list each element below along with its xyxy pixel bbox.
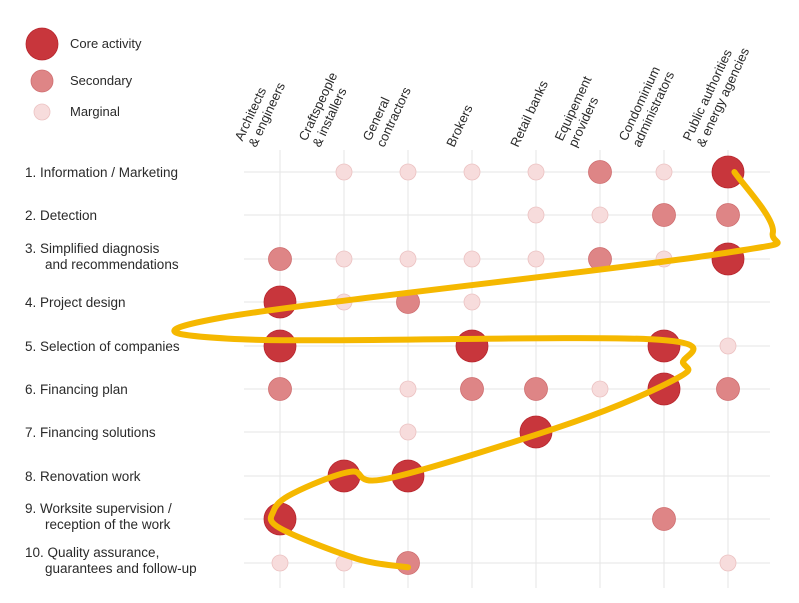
bubble-secondary-row10-col3 [396,551,420,575]
row-label-3-line1: 3. Simplified diagnosis [25,241,160,256]
bubble-secondary-row6-col5 [524,377,548,401]
row-label-9-line2: reception of the work [45,517,171,532]
column-label-brokers: Brokers [443,102,476,149]
bubble-marginal-row1-col7 [655,163,673,181]
bubble-secondary-row1-col6 [588,160,612,184]
row-label-10-line2: guarantees and follow-up [45,561,197,576]
bubble-marginal-row6-col6 [591,380,609,398]
path-line-layer [171,169,781,571]
bubble-core-row5-col1 [263,329,297,363]
legend-swatch-marginal [33,103,51,121]
bubble-marginal-row5-col8 [719,337,737,355]
bubble-marginal-row3-col5 [527,250,545,268]
legend-label-core: Core activity [70,36,142,51]
bubbles [263,155,745,575]
legend-label-secondary: Secondary [70,73,133,88]
bubble-marginal-row10-col1 [271,554,289,572]
bubble-marginal-row3-col3 [399,250,417,268]
bubble-secondary-row6-col1 [268,377,292,401]
bubble-marginal-row1-col2 [335,163,353,181]
bubble-marginal-row1-col4 [463,163,481,181]
row-label-5: 5. Selection of companies [25,339,180,354]
bubble-marginal-row3-col4 [463,250,481,268]
row-label-6: 6. Financing plan [25,382,128,397]
row-labels: 1. Information / Marketing 2. Detection 3.… [25,165,197,576]
row-label-2: 2. Detection [25,208,97,223]
bubble-marginal-row6-col3 [399,380,417,398]
row-label-1: 1. Information / Marketing [25,165,178,180]
bubble-marginal-row7-col3 [399,423,417,441]
bubble-marginal-row3-col2 [335,250,353,268]
column-label-retail-banks: Retail banks [507,78,551,150]
bubble-core-row5-col7 [647,329,681,363]
bubble-marginal-row1-col3 [399,163,417,181]
bubble-secondary-row6-col8 [716,377,740,401]
bubble-secondary-row2-col7 [652,203,676,227]
legend: Core activity Secondary Marginal [25,27,142,121]
bubble-secondary-row6-col4 [460,377,484,401]
bubble-secondary-row9-col7 [652,507,676,531]
legend-label-marginal: Marginal [70,104,120,119]
row-label-7: 7. Financing solutions [25,425,156,440]
row-label-8: 8. Renovation work [25,469,141,484]
process-path-line [171,169,781,571]
bubble-marginal-row10-col8 [719,554,737,572]
bubble-marginal-row2-col6 [591,206,609,224]
bubble-marginal-row1-col5 [527,163,545,181]
legend-swatch-core [25,27,59,61]
bubble-core-row1-col8 [711,155,745,189]
bubble-marginal-row4-col4 [463,293,481,311]
bubble-secondary-row3-col1 [268,247,292,271]
row-label-4: 4. Project design [25,295,126,310]
bubble-secondary-row2-col8 [716,203,740,227]
row-label-3-line2: and recommendations [45,257,179,272]
row-label-10-line1: 10. Quality assurance, [25,545,159,560]
row-label-9-line1: 9. Worksite supervision / [25,501,172,516]
bubble-marginal-row2-col5 [527,206,545,224]
legend-swatch-secondary [30,69,54,93]
column-labels: Architects& engineers Craftspeople& insta… [232,45,753,149]
bubble-core-row5-col4 [455,329,489,363]
